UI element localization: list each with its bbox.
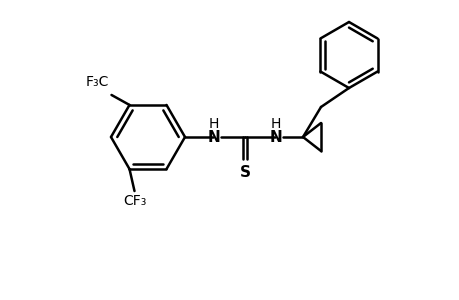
- Text: CF₃: CF₃: [123, 194, 146, 208]
- Text: H: H: [270, 117, 280, 131]
- Text: F₃C: F₃C: [86, 75, 109, 89]
- Text: S: S: [239, 165, 250, 180]
- Text: N: N: [207, 130, 220, 145]
- Text: N: N: [269, 130, 282, 145]
- Text: H: H: [208, 117, 218, 131]
